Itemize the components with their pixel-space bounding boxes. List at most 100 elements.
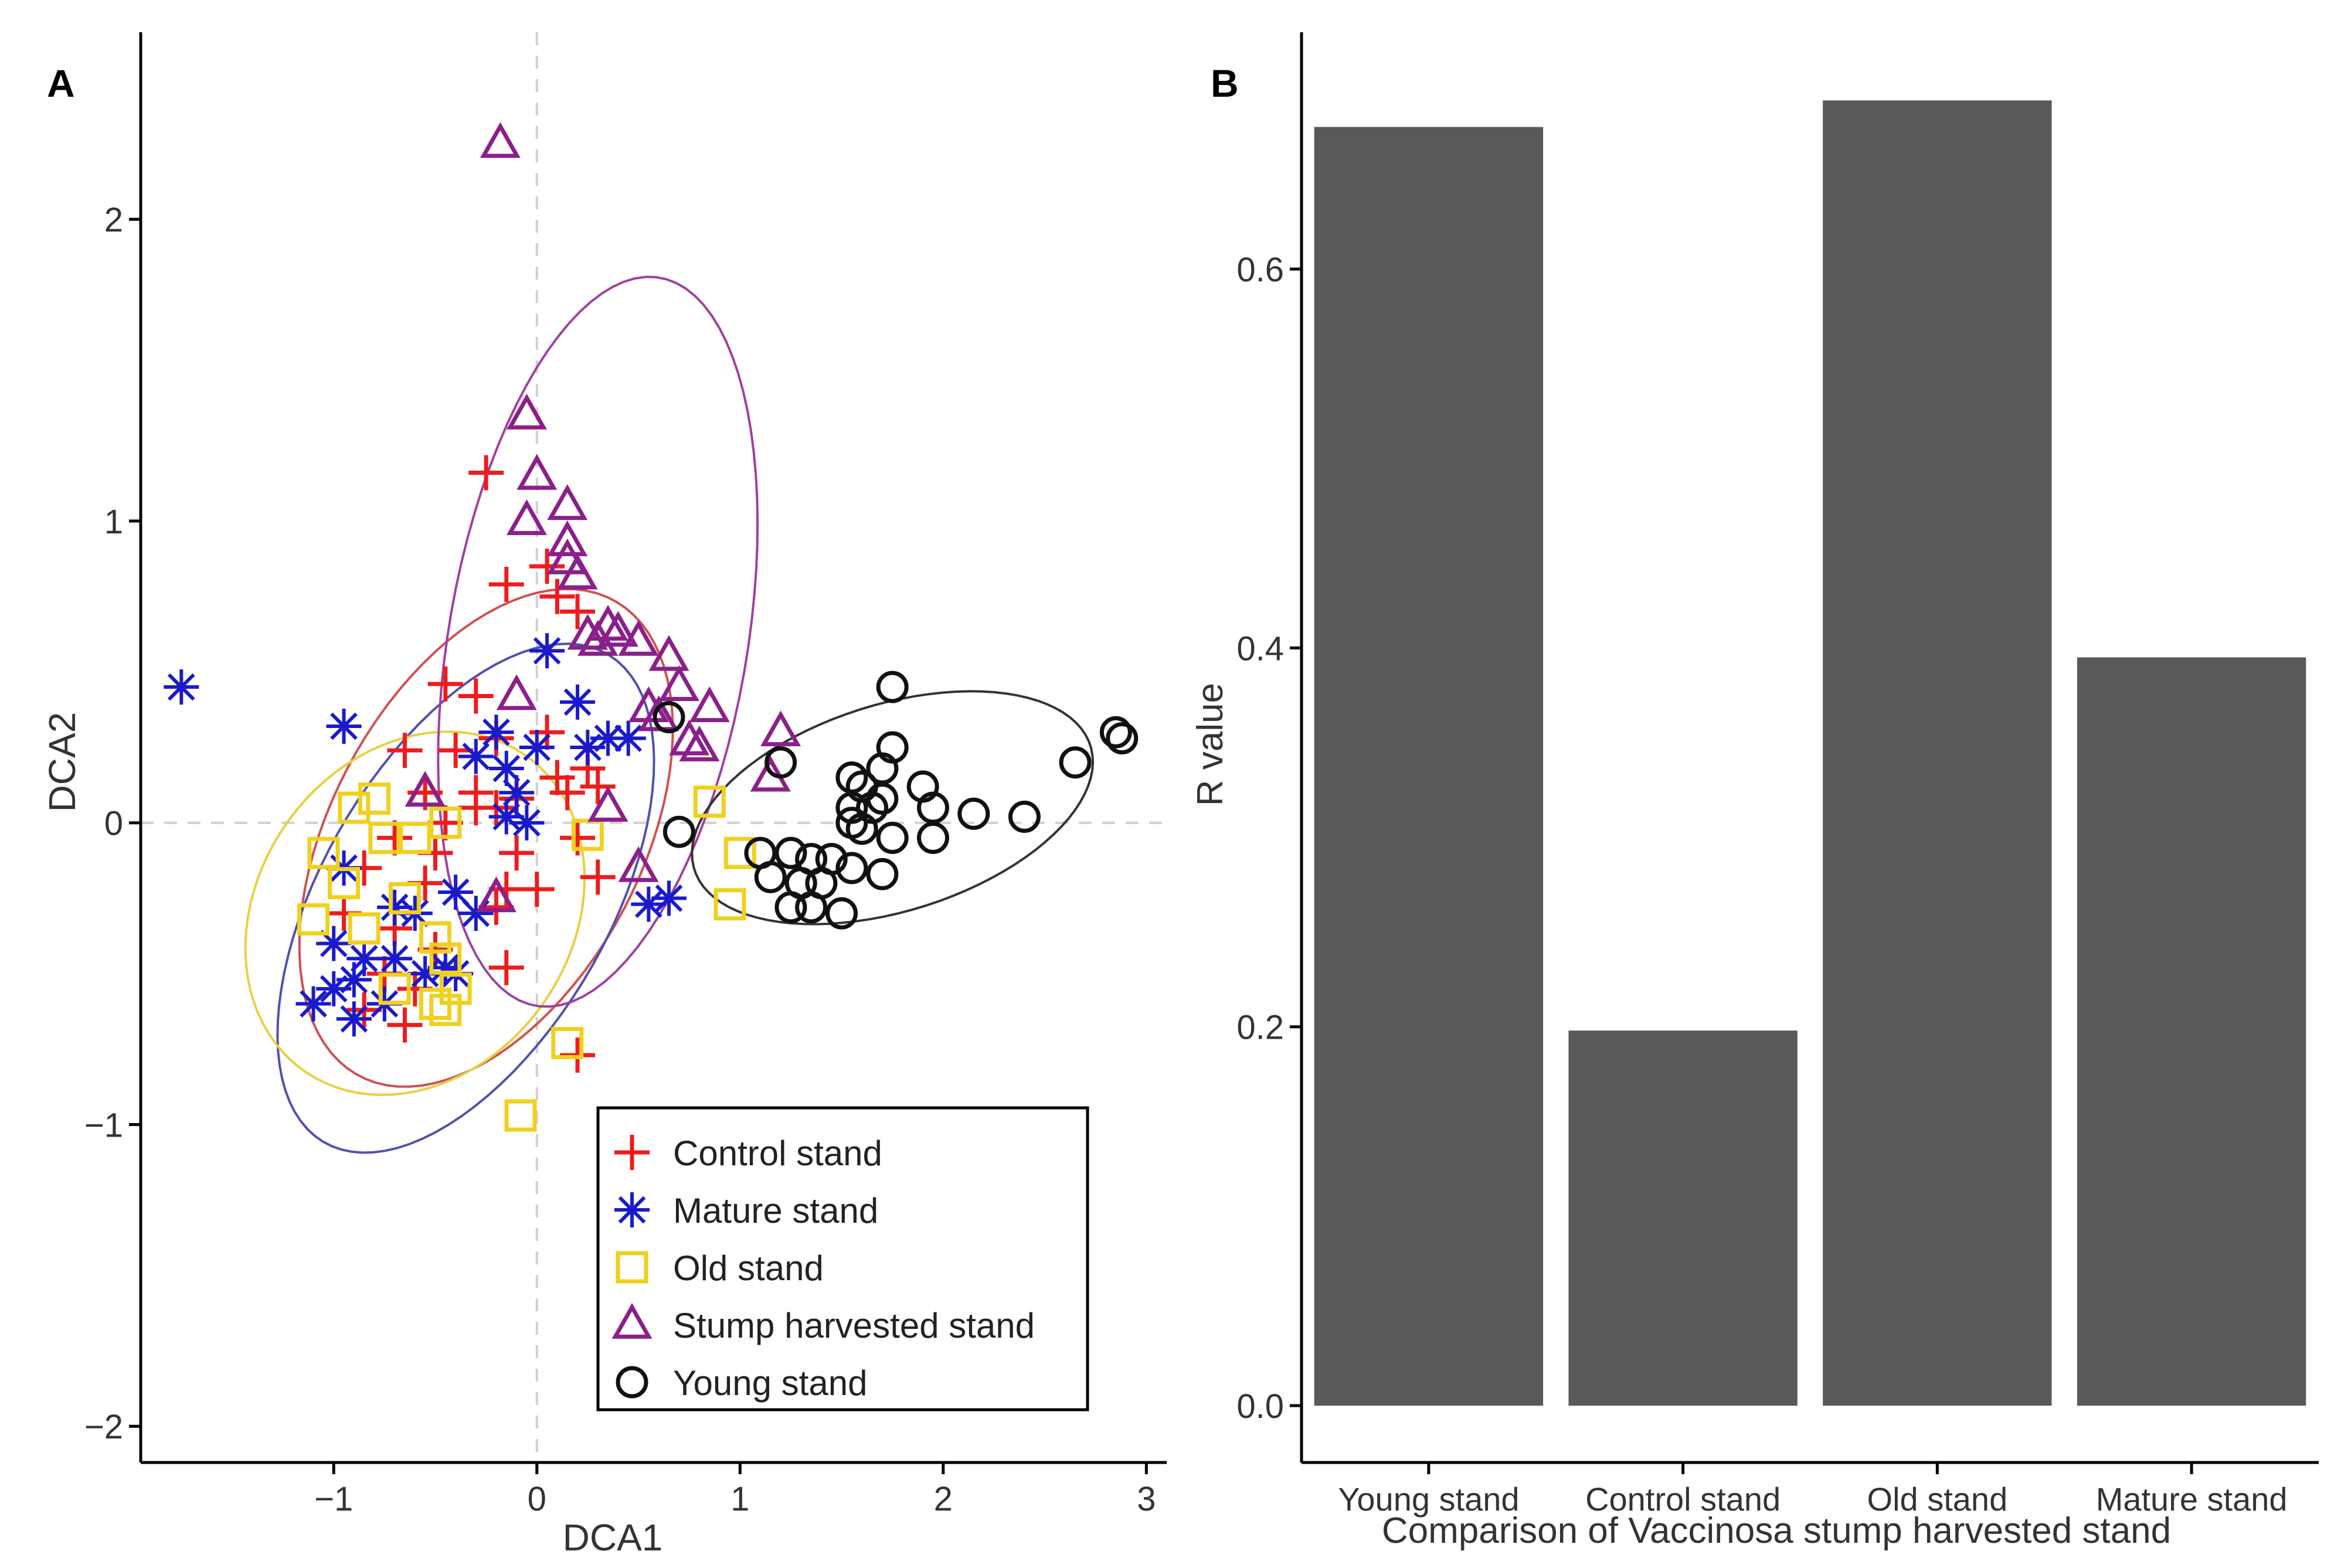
point-control-stand bbox=[519, 871, 555, 907]
point-mature-stand bbox=[651, 880, 687, 916]
point-control-stand bbox=[539, 760, 575, 795]
bars bbox=[1314, 100, 2306, 1406]
point-mature-stand bbox=[326, 708, 362, 744]
ellipse-stump-harvested-stand bbox=[437, 275, 759, 1008]
point-old-stand bbox=[723, 836, 756, 869]
point-old-stand bbox=[551, 1026, 584, 1059]
point-young-stand bbox=[662, 815, 695, 848]
x-tick-label: 2 bbox=[934, 1480, 953, 1518]
y-axis-title: DCA2 bbox=[41, 712, 83, 812]
point-old-stand bbox=[307, 836, 340, 869]
point-mature-stand bbox=[164, 669, 199, 705]
point-stump-harvested-stand bbox=[475, 876, 517, 913]
x-tick-label: 0 bbox=[528, 1480, 546, 1518]
point-stump-harvested-stand bbox=[587, 604, 628, 641]
ellipse-young-stand bbox=[691, 690, 1095, 926]
point-control-stand bbox=[458, 790, 494, 825]
point-control-stand bbox=[539, 579, 575, 614]
series-mature-stand bbox=[164, 633, 687, 1037]
point-young-stand bbox=[795, 891, 828, 924]
y-tick-label-b: 0.4 bbox=[1236, 630, 1284, 668]
point-stump-harvested-stand bbox=[405, 771, 446, 807]
point-control-stand bbox=[488, 950, 524, 985]
category-label-mature-stand: Mature stand bbox=[2096, 1481, 2288, 1518]
y-tick-label-b: 0.6 bbox=[1236, 251, 1284, 289]
point-mature-stand bbox=[377, 889, 413, 925]
point-young-stand bbox=[754, 860, 787, 893]
point-stump-harvested-stand bbox=[517, 454, 558, 490]
point-young-stand bbox=[876, 821, 909, 854]
ellipse-mature-stand bbox=[276, 642, 655, 1154]
panel-b-label: B bbox=[1211, 62, 1239, 105]
point-control-stand bbox=[377, 820, 413, 856]
point-stump-harvested-stand bbox=[547, 484, 588, 521]
point-mature-stand bbox=[336, 962, 372, 998]
y-tick-label-b: 0.0 bbox=[1236, 1387, 1284, 1426]
category-label-young-stand: Young stand bbox=[1338, 1481, 1519, 1518]
legend-key-stump-harvested-stand bbox=[611, 1302, 653, 1339]
legend-key-control-stand bbox=[614, 1135, 650, 1170]
point-stump-harvested-stand bbox=[597, 611, 638, 647]
point-stump-harvested-stand bbox=[679, 725, 720, 761]
panel-a-label: A bbox=[47, 62, 75, 105]
legend-key-old-stand bbox=[616, 1251, 648, 1284]
point-control-stand bbox=[580, 859, 616, 895]
panel-b-bar: B 0.0 0.2 0.4 0.6 Young stand Control stand Ol… bbox=[1190, 32, 2319, 1551]
point-mature-stand bbox=[519, 730, 555, 765]
point-old-stand bbox=[713, 888, 746, 921]
point-control-stand bbox=[478, 889, 514, 925]
point-young-stand bbox=[1059, 746, 1092, 779]
y-tick-label-b: 0.2 bbox=[1236, 1009, 1284, 1047]
point-control-stand bbox=[549, 775, 585, 811]
point-stump-harvested-stand bbox=[760, 710, 801, 747]
point-mature-stand bbox=[458, 896, 494, 931]
y-axis-title-b: R value bbox=[1190, 683, 1231, 806]
point-young-stand bbox=[1008, 800, 1041, 833]
point-old-stand bbox=[368, 821, 401, 854]
point-old-stand bbox=[328, 867, 361, 900]
x-tick-label: 3 bbox=[1137, 1480, 1156, 1518]
point-control-stand bbox=[427, 666, 463, 702]
point-old-stand bbox=[388, 882, 421, 914]
point-control-stand bbox=[468, 455, 504, 491]
series-old-stand bbox=[297, 783, 756, 1132]
point-old-stand bbox=[378, 972, 411, 1005]
point-mature-stand bbox=[560, 684, 596, 720]
point-control-stand bbox=[387, 733, 423, 768]
point-mature-stand bbox=[295, 986, 331, 1022]
category-label-control-stand: Control stand bbox=[1585, 1481, 1781, 1518]
panel-b-axes: 0.0 0.2 0.4 0.6 Young stand Control stand Old … bbox=[1236, 32, 2319, 1518]
legend-label-stump: Stump harvested stand bbox=[673, 1306, 1035, 1345]
legend-key-mature-stand bbox=[614, 1192, 650, 1227]
x-axis-title-b: Comparison of Vaccinosa stump harvested … bbox=[1382, 1511, 2171, 1551]
point-control-stand bbox=[580, 768, 616, 804]
x-tick-label: 1 bbox=[730, 1480, 749, 1518]
y-tick-label: 0 bbox=[104, 805, 123, 843]
legend: Control stand Mature stand Old stand Stu… bbox=[596, 1106, 1089, 1411]
legend-label-young: Young stand bbox=[673, 1363, 867, 1403]
point-control-stand bbox=[387, 1007, 423, 1043]
point-mature-stand bbox=[488, 799, 524, 835]
point-young-stand bbox=[1099, 716, 1132, 749]
bar-mature-stand bbox=[2077, 657, 2306, 1406]
point-control-stand bbox=[529, 549, 565, 584]
point-mature-stand bbox=[458, 739, 494, 774]
ellipse-control-stand bbox=[298, 587, 674, 1088]
point-stump-harvested-stand bbox=[557, 553, 598, 590]
point-young-stand bbox=[866, 858, 899, 890]
legend-label-mature: Mature stand bbox=[673, 1191, 878, 1230]
point-old-stand bbox=[348, 912, 380, 945]
legend-box bbox=[596, 1106, 1089, 1411]
point-control-stand bbox=[488, 567, 524, 603]
confidence-ellipses bbox=[244, 275, 1095, 1154]
point-young-stand bbox=[866, 783, 899, 815]
bar-young-stand bbox=[1314, 127, 1544, 1406]
point-old-stand bbox=[297, 903, 330, 936]
point-stump-harvested-stand bbox=[689, 686, 730, 722]
point-old-stand bbox=[399, 821, 431, 854]
point-old-stand bbox=[419, 921, 451, 954]
point-control-stand bbox=[458, 678, 494, 714]
point-young-stand bbox=[845, 812, 878, 845]
point-mature-stand bbox=[610, 720, 646, 756]
